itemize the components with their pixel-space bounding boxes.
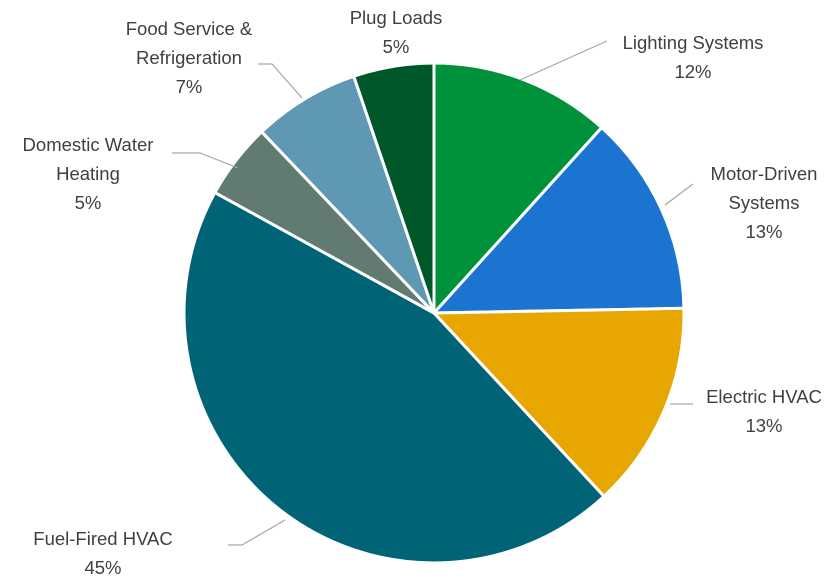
- slice-percent: 5%: [383, 36, 410, 57]
- slice-percent: 12%: [674, 61, 711, 82]
- data-label-domestic-water-heating: Domestic Water Heating 5%: [23, 134, 154, 213]
- pie-slice-motor-driven-systems: [432, 126, 686, 315]
- pie-slice-food-service-refrigeration: [260, 74, 436, 315]
- data-label-fuel-fired-hvac: Fuel-Fired HVAC 45%: [33, 528, 172, 578]
- slice-name-line: Motor-Driven: [711, 163, 818, 184]
- slice-percent: 13%: [745, 221, 782, 242]
- leader-line-motor-driven-systems: [664, 183, 694, 206]
- leader-line-fuel-fired-hvac: [228, 519, 286, 546]
- leader-line-lighting-systems: [519, 40, 608, 81]
- data-label-plug-loads: Plug Loads 5%: [350, 7, 443, 57]
- slice-percent: 5%: [75, 192, 102, 213]
- slice-percent: 13%: [745, 415, 782, 436]
- slice-percent: 45%: [84, 557, 121, 578]
- pie-slice-lighting-systems: [432, 61, 604, 315]
- data-label-food-service-refrigeration: Food Service & Refrigeration 7%: [126, 18, 253, 97]
- slice-name-line: Lighting Systems: [623, 32, 764, 53]
- slice-name-line: Fuel-Fired HVAC: [33, 528, 172, 549]
- data-label-electric-hvac: Electric HVAC 13%: [706, 386, 822, 436]
- slice-name-line: Domestic Water: [23, 134, 154, 155]
- data-label-lighting-systems: Lighting Systems 12%: [623, 32, 764, 82]
- leader-line-food-service-refrigeration: [258, 63, 303, 99]
- data-label-motor-driven-systems: Motor-Driven Systems 13%: [711, 163, 818, 242]
- slice-name-line: Food Service &: [126, 18, 253, 39]
- slice-name-line: Plug Loads: [350, 7, 443, 28]
- pie-slice-plug-loads: [352, 61, 436, 315]
- pie-slice-fuel-fired-hvac: [182, 191, 606, 565]
- leader-lines: [172, 40, 694, 546]
- slice-name-line: Electric HVAC: [706, 386, 822, 407]
- slice-name-line: Refrigeration: [136, 47, 242, 68]
- leader-line-domestic-water-heating: [172, 152, 239, 169]
- slice-name-line: Systems: [729, 192, 800, 213]
- slice-percent: 7%: [176, 76, 203, 97]
- slice-labels: Lighting Systems 12% Motor-Driven Systems 13…: [23, 7, 822, 578]
- pie-slice-electric-hvac: [432, 306, 686, 498]
- pie-slices: [182, 61, 686, 565]
- slice-name-line: Heating: [56, 163, 120, 184]
